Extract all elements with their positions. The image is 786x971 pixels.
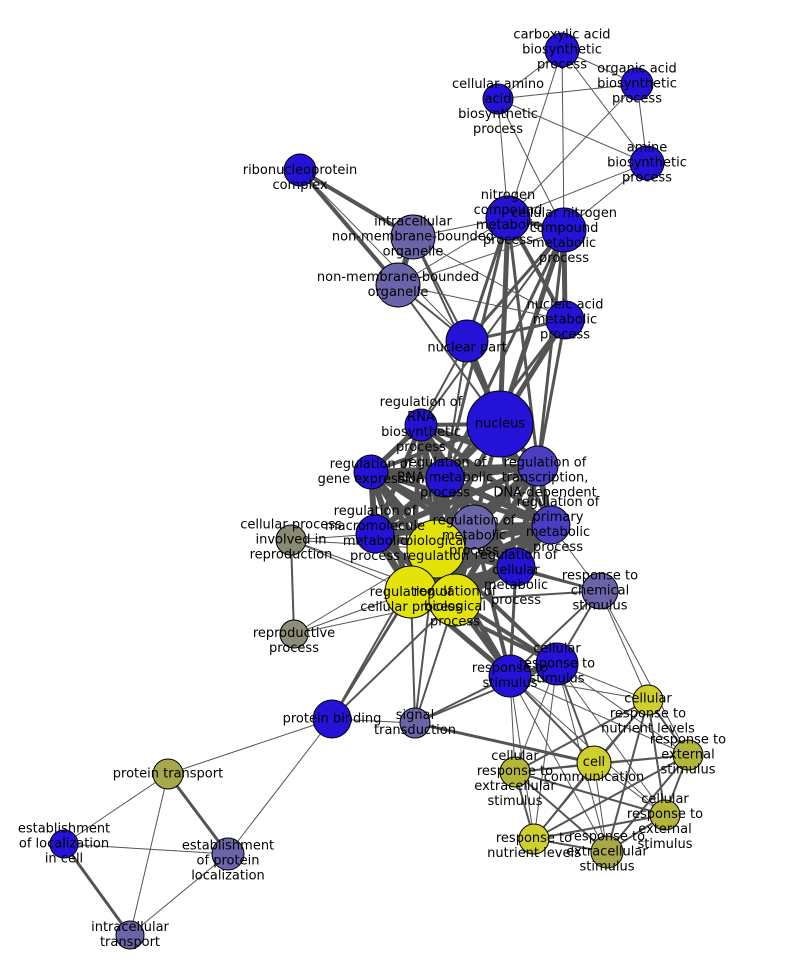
network-edge <box>507 162 648 219</box>
network-edge <box>509 675 535 840</box>
network-node[interactable] <box>283 153 317 187</box>
network-node[interactable] <box>466 390 534 458</box>
network-node[interactable] <box>49 829 79 859</box>
network-edge <box>63 773 169 845</box>
network-node[interactable] <box>672 739 704 771</box>
network-edge <box>599 590 649 701</box>
network-node[interactable] <box>384 565 438 619</box>
network-edge <box>497 98 565 231</box>
network-node[interactable] <box>544 32 580 68</box>
network-edge <box>497 98 648 164</box>
network-node[interactable] <box>428 573 482 627</box>
network-node[interactable] <box>649 799 681 831</box>
network-node[interactable] <box>590 835 624 869</box>
network-node[interactable] <box>211 837 245 871</box>
network-node[interactable] <box>629 145 665 181</box>
network-edge <box>533 814 666 840</box>
network-node[interactable] <box>620 67 654 101</box>
network-node[interactable] <box>404 408 438 442</box>
network-edge <box>412 236 566 321</box>
network-edge <box>561 49 565 231</box>
network-edge <box>299 169 468 342</box>
network-edge <box>129 853 229 936</box>
network-node[interactable] <box>576 745 612 781</box>
network-edge <box>129 773 169 936</box>
network-edge <box>509 675 649 701</box>
network-edge <box>420 229 565 426</box>
network-node[interactable] <box>517 445 559 487</box>
network-node[interactable] <box>488 654 532 698</box>
network-edge <box>370 469 552 528</box>
network-edge <box>514 771 666 816</box>
network-edge <box>606 754 689 853</box>
network-edge <box>599 590 689 756</box>
network-node[interactable] <box>312 699 352 739</box>
network-edge <box>166 773 230 855</box>
network-node[interactable] <box>485 195 531 241</box>
network-node[interactable] <box>545 300 585 340</box>
network-node[interactable] <box>406 519 466 579</box>
network-edge <box>497 217 511 425</box>
network-edge <box>507 49 563 219</box>
network-edge <box>556 663 689 756</box>
network-edge <box>63 843 229 855</box>
network-edge <box>290 539 295 635</box>
network-node[interactable] <box>275 524 307 556</box>
network-edge <box>509 675 608 853</box>
network-edge <box>331 599 456 720</box>
network-edge <box>509 675 689 756</box>
network-edge <box>497 83 638 100</box>
network-node[interactable] <box>279 619 309 649</box>
network-edge <box>606 699 649 853</box>
network-node[interactable] <box>445 319 489 363</box>
network-edge <box>561 49 648 164</box>
network-node[interactable] <box>353 454 389 490</box>
network-edge <box>397 284 566 321</box>
network-node[interactable] <box>496 547 536 587</box>
network-node[interactable] <box>115 920 145 950</box>
network-node[interactable] <box>581 572 619 610</box>
network-node[interactable] <box>355 514 395 554</box>
network-edge <box>514 699 649 773</box>
network-node[interactable] <box>535 642 579 686</box>
network-edge <box>465 229 566 342</box>
network-edge <box>397 229 565 286</box>
network-node[interactable] <box>531 505 571 545</box>
network-edge <box>507 83 638 219</box>
network-edge <box>533 754 689 840</box>
network-edge <box>227 718 333 855</box>
network-node[interactable] <box>482 83 514 115</box>
network-edge <box>536 229 566 467</box>
network-node[interactable] <box>152 758 184 790</box>
network-edge <box>414 721 595 765</box>
network-edge <box>298 168 400 287</box>
network-node[interactable] <box>399 707 431 739</box>
network-edge <box>167 718 333 775</box>
network-node[interactable] <box>499 756 531 788</box>
network-edge <box>514 771 608 853</box>
network-edge <box>536 319 567 467</box>
network-node[interactable] <box>518 823 550 855</box>
edge-layer <box>62 49 689 936</box>
network-node[interactable] <box>425 458 465 498</box>
network-node[interactable] <box>632 684 664 716</box>
network-node[interactable] <box>375 262 421 308</box>
network-edge <box>556 663 666 816</box>
network-node[interactable] <box>390 214 436 260</box>
network-node[interactable] <box>541 207 587 253</box>
node-layer <box>49 32 704 950</box>
network-edge <box>414 663 558 724</box>
network-edge <box>62 843 132 936</box>
network-edge <box>444 340 468 479</box>
